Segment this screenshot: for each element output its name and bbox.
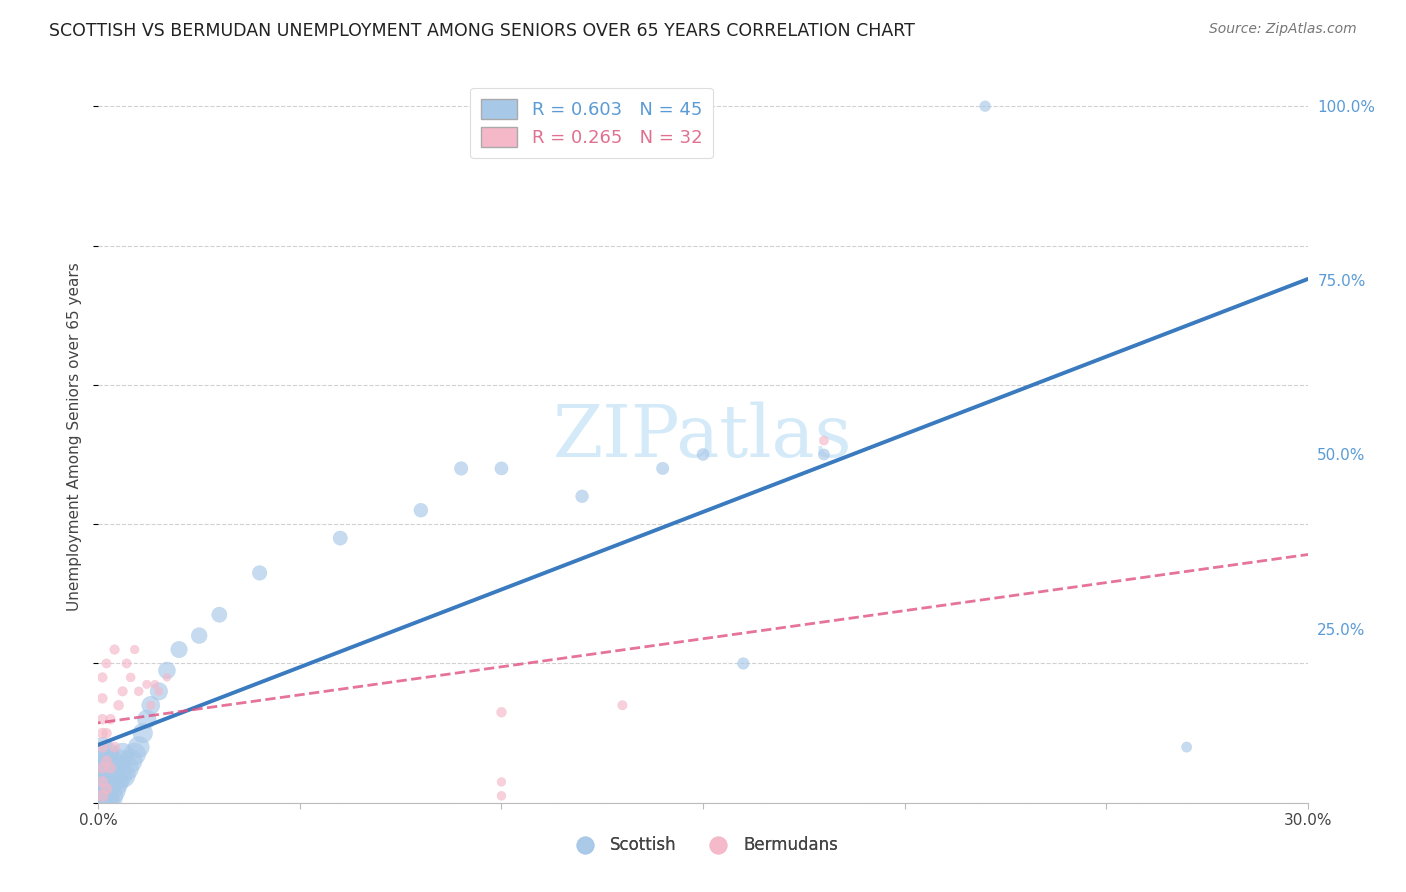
Point — [91, 789, 114, 803]
Point — [111, 768, 134, 782]
Point — [91, 754, 114, 768]
Point — [103, 642, 125, 657]
Point — [91, 781, 114, 796]
Point — [733, 657, 755, 671]
Point — [107, 754, 129, 768]
Point — [100, 754, 122, 768]
Point — [91, 726, 114, 740]
Point — [103, 761, 125, 775]
Point — [107, 698, 129, 713]
Point — [135, 712, 157, 726]
Point — [132, 726, 155, 740]
Point — [135, 677, 157, 691]
Point — [148, 684, 170, 698]
Point — [100, 761, 122, 775]
Point — [111, 747, 134, 761]
Point — [139, 698, 162, 713]
Point — [91, 792, 114, 806]
Point — [91, 691, 114, 706]
Point — [139, 698, 162, 713]
Point — [612, 698, 634, 713]
Point — [96, 657, 118, 671]
Point — [208, 607, 231, 622]
Point — [156, 670, 179, 684]
Text: SCOTTISH VS BERMUDAN UNEMPLOYMENT AMONG SENIORS OVER 65 YEARS CORRELATION CHART: SCOTTISH VS BERMUDAN UNEMPLOYMENT AMONG … — [49, 22, 915, 40]
Point — [120, 670, 142, 684]
Point — [91, 740, 114, 755]
Point — [491, 461, 513, 475]
Point — [107, 768, 129, 782]
Point — [100, 768, 122, 782]
Point — [96, 789, 118, 803]
Point — [96, 775, 118, 789]
Point — [103, 740, 125, 755]
Point — [450, 461, 472, 475]
Point — [115, 761, 138, 775]
Legend: Scottish, Bermudans: Scottish, Bermudans — [561, 829, 845, 860]
Point — [188, 629, 211, 643]
Y-axis label: Unemployment Among Seniors over 65 years: Unemployment Among Seniors over 65 years — [67, 263, 83, 611]
Point — [156, 664, 179, 678]
Point — [143, 677, 166, 691]
Point — [100, 781, 122, 796]
Point — [571, 489, 593, 503]
Point — [91, 740, 114, 755]
Point — [491, 775, 513, 789]
Point — [91, 761, 114, 775]
Text: Source: ZipAtlas.com: Source: ZipAtlas.com — [1209, 22, 1357, 37]
Point — [124, 747, 146, 761]
Point — [651, 461, 673, 475]
Point — [91, 712, 114, 726]
Point — [96, 761, 118, 775]
Point — [167, 642, 190, 657]
Point — [128, 684, 150, 698]
Point — [115, 657, 138, 671]
Point — [813, 448, 835, 462]
Point — [91, 670, 114, 684]
Point — [120, 754, 142, 768]
Point — [692, 448, 714, 462]
Point — [491, 789, 513, 803]
Point — [128, 740, 150, 755]
Point — [974, 99, 997, 113]
Point — [491, 705, 513, 719]
Point — [148, 684, 170, 698]
Point — [1175, 740, 1198, 755]
Point — [124, 642, 146, 657]
Point — [103, 775, 125, 789]
Point — [91, 775, 114, 789]
Point — [91, 775, 114, 789]
Point — [96, 747, 118, 761]
Point — [409, 503, 432, 517]
Point — [91, 789, 114, 803]
Point — [111, 684, 134, 698]
Point — [249, 566, 271, 580]
Text: ZIPatlas: ZIPatlas — [553, 401, 853, 473]
Point — [813, 434, 835, 448]
Point — [96, 781, 118, 796]
Point — [91, 768, 114, 782]
Point — [96, 754, 118, 768]
Point — [329, 531, 352, 545]
Point — [96, 726, 118, 740]
Point — [91, 761, 114, 775]
Point — [100, 712, 122, 726]
